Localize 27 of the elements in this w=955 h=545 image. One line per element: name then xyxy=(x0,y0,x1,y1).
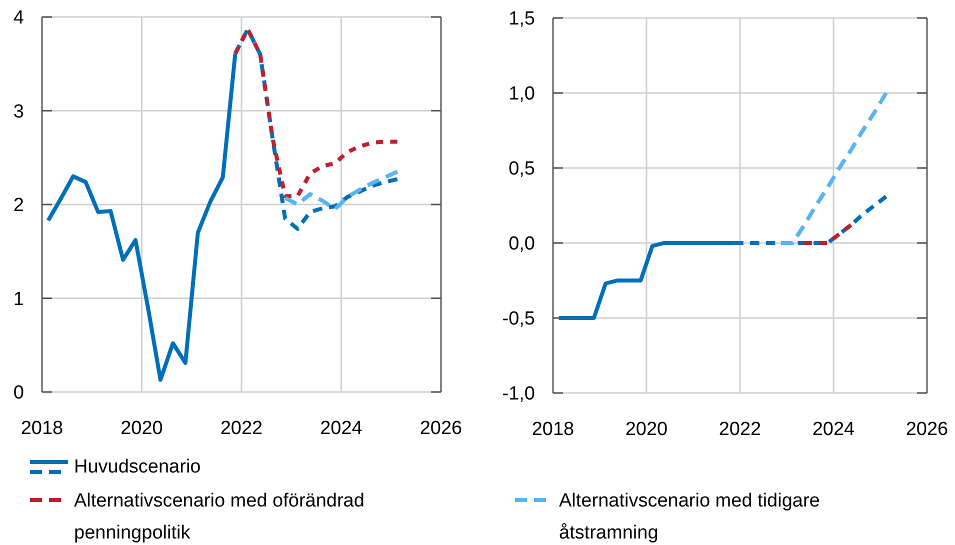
y-tick-label: 2 xyxy=(13,195,24,216)
legend-label: Alternativscenario med oförändrad penningpolitik xyxy=(74,490,364,544)
y-tick-label: 1 xyxy=(13,288,24,310)
x-tick-label: 2022 xyxy=(718,419,762,440)
y-tick-label: -0,5 xyxy=(502,308,535,330)
y-tick-label: 1,0 xyxy=(508,84,535,105)
y-tick-label: -1,0 xyxy=(502,384,535,405)
y-tick-label: 1,5 xyxy=(508,8,535,30)
x-tick-label: 2024 xyxy=(320,418,363,439)
x-tick-label: 2024 xyxy=(812,419,856,440)
x-tick-label: 2026 xyxy=(906,419,948,440)
x-tick-label: 2018 xyxy=(20,418,64,439)
legend-label: Huvudscenario xyxy=(74,456,201,478)
line-series xyxy=(233,27,400,198)
line-series xyxy=(283,170,400,212)
line-series xyxy=(778,91,888,245)
y-tick-label: 0 xyxy=(13,382,24,404)
x-tick-label: 2020 xyxy=(120,418,163,439)
legend-label: Alternativscenario med tidigare åtstramning xyxy=(559,490,820,544)
y-tick-label: 0,5 xyxy=(508,158,535,180)
x-tick-label: 2026 xyxy=(420,418,462,439)
y-tick-label: 0,0 xyxy=(508,234,535,255)
y-tick-label: 4 xyxy=(13,8,24,29)
x-tick-label: 2018 xyxy=(532,419,574,440)
x-tick-label: 2020 xyxy=(625,419,668,440)
x-tick-label: 2022 xyxy=(220,418,263,439)
y-tick-label: 3 xyxy=(13,101,24,122)
